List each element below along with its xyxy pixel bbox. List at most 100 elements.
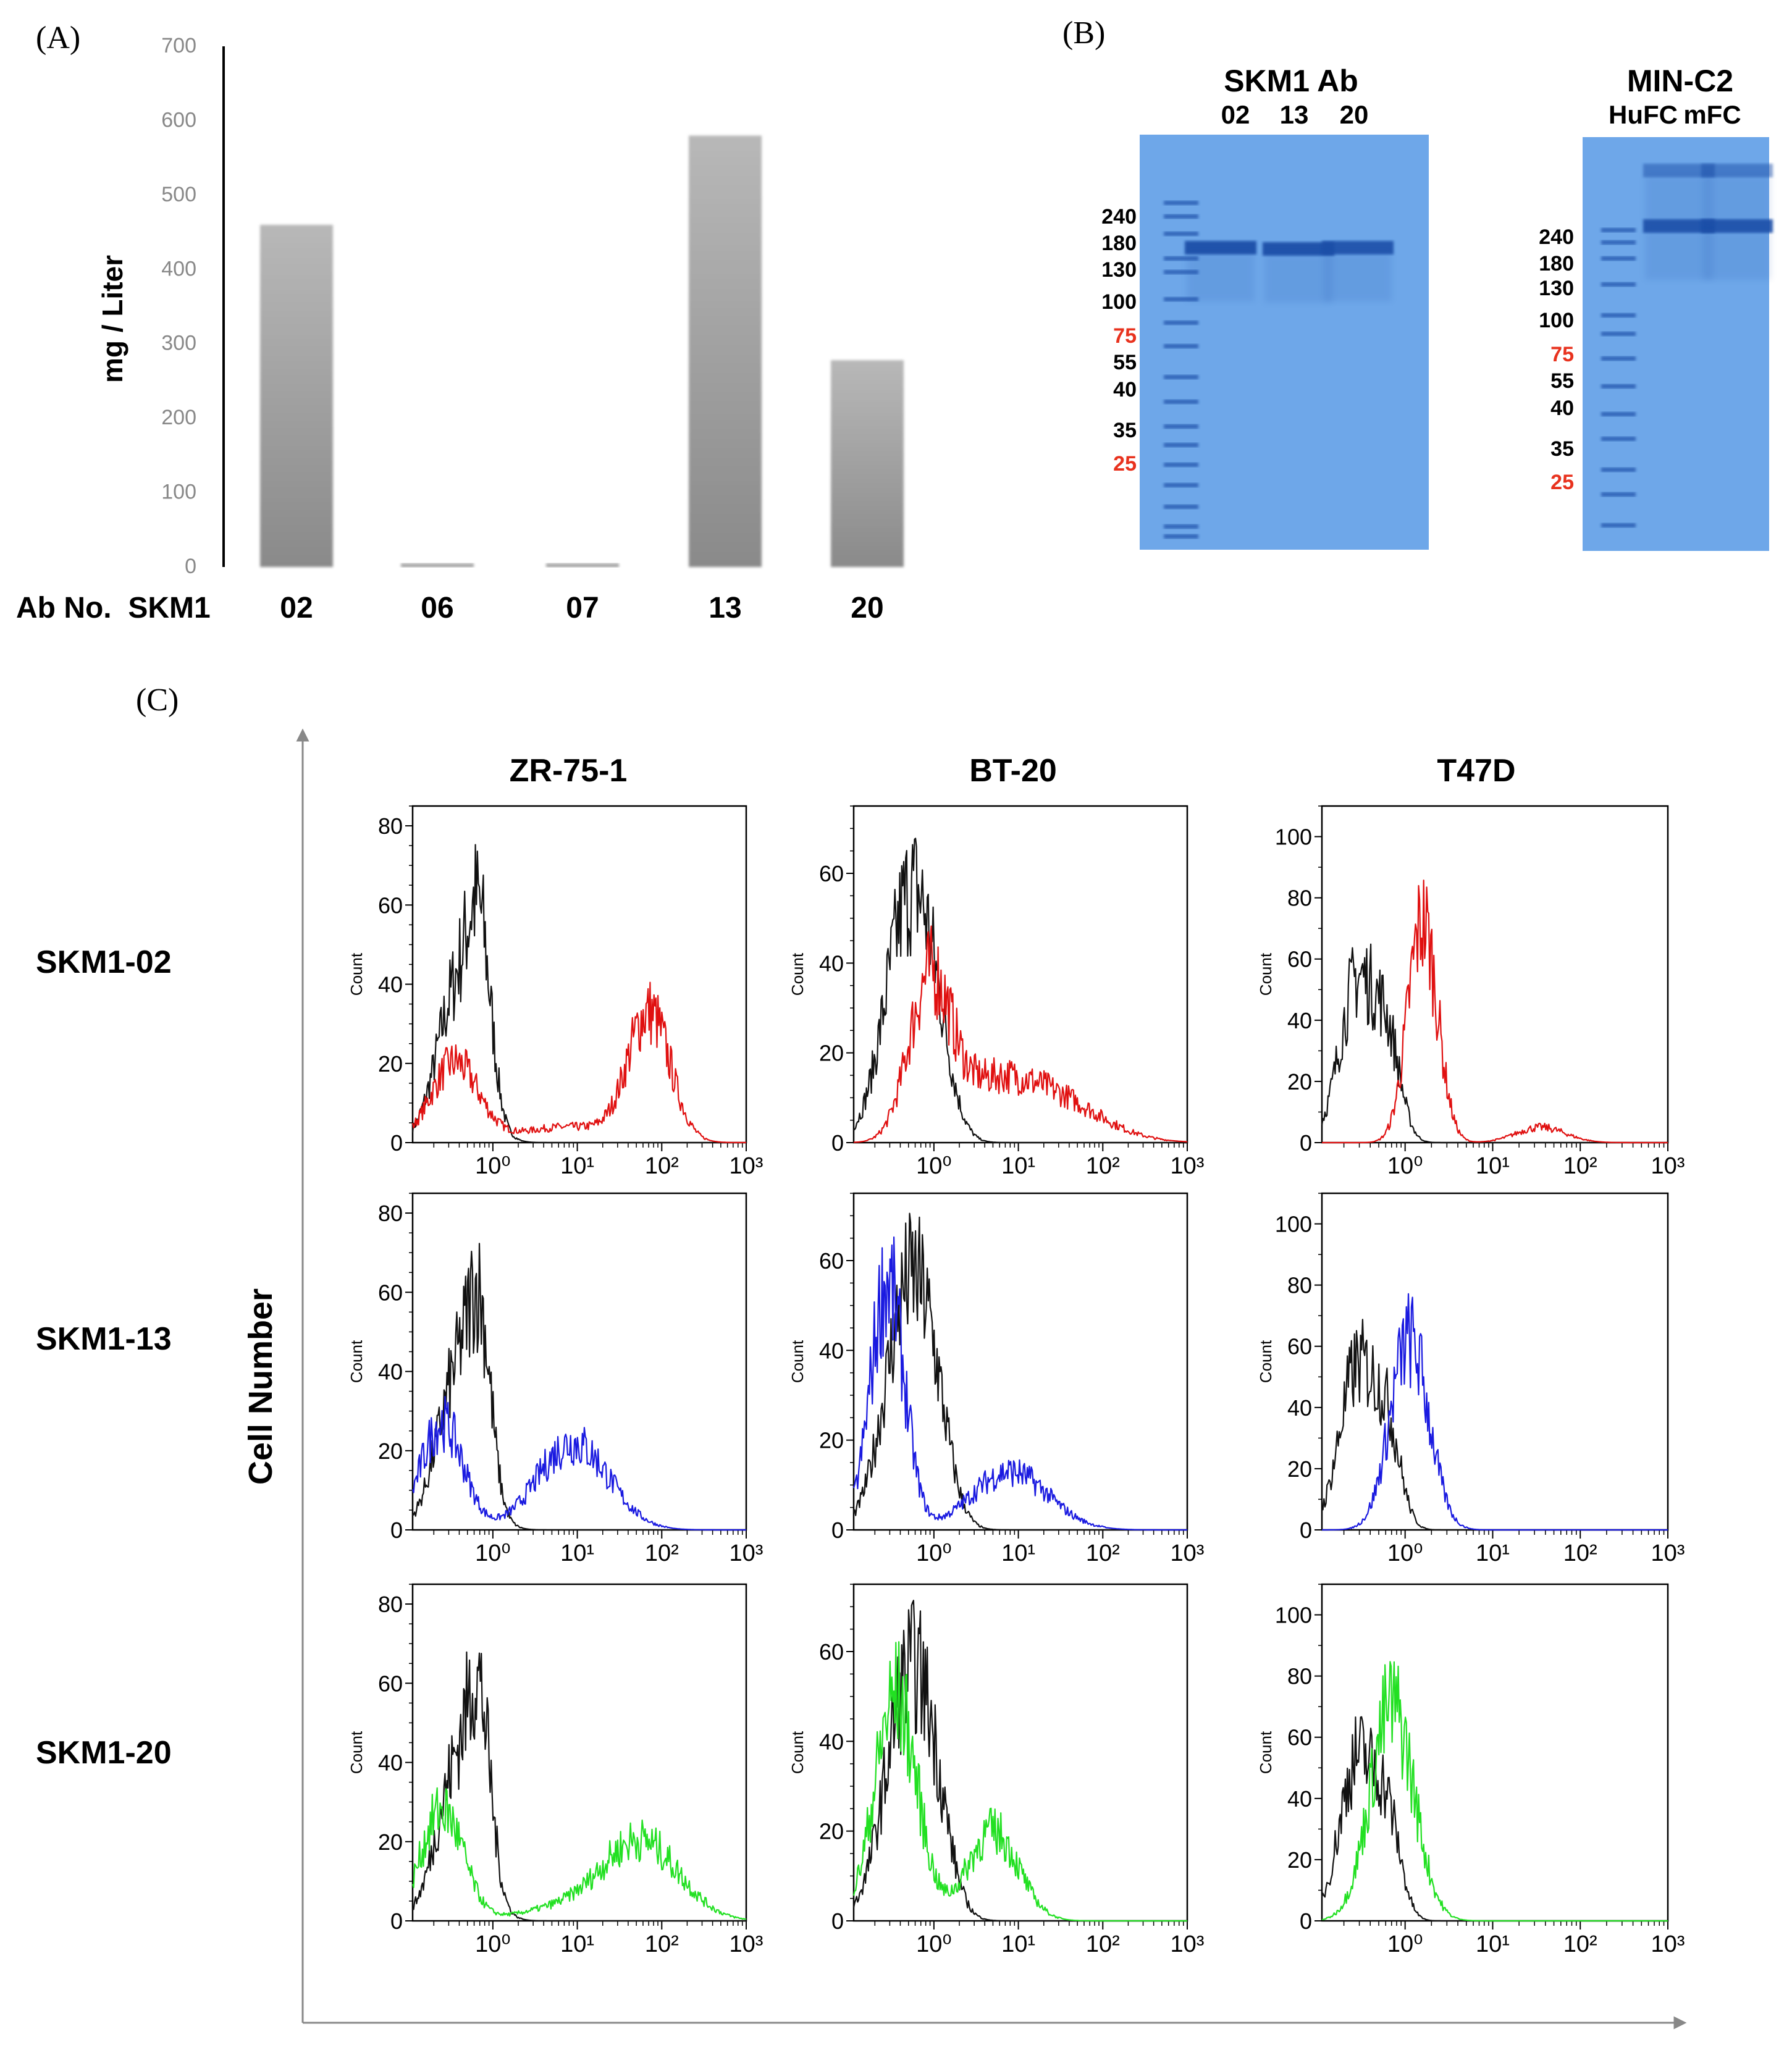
plot-frame <box>411 805 747 1144</box>
control-histogram <box>411 844 746 1144</box>
gel-title: SKM1 Ab <box>1224 64 1358 98</box>
sample-band <box>1185 241 1256 254</box>
marker-label: 130 <box>1101 258 1137 282</box>
y-tick-label: 700 <box>161 34 196 57</box>
marker-label: 240 <box>1101 205 1137 229</box>
y-tick-label: 80 <box>1287 1273 1312 1298</box>
bar-chart: 0 100 200 300 400 500 600 700 mg / Liter Ab No. S… <box>16 34 904 624</box>
lane-label: mFC <box>1683 100 1741 129</box>
sample-smear <box>1703 175 1771 224</box>
x-tick-label: 10² <box>1563 1931 1597 1957</box>
x-tick-label: 10² <box>1086 1931 1120 1957</box>
marker-label: 35 <box>1550 437 1574 461</box>
plot-frame <box>411 1192 747 1531</box>
y-tick-label: 60 <box>378 1280 403 1305</box>
x-tick-label: 10¹ <box>1476 1540 1510 1566</box>
lane-label: 13 <box>1280 100 1309 129</box>
count-label: Count <box>1256 1340 1275 1383</box>
ladder-band <box>1164 463 1198 467</box>
y-tick-label: 40 <box>819 951 844 976</box>
marker-label: 25 <box>1113 452 1137 476</box>
y-tick-label: 20 <box>378 1829 403 1855</box>
marker-label: 100 <box>1101 290 1137 314</box>
ladder-band <box>1164 524 1198 529</box>
x-tick-label: 10⁰ <box>916 1931 952 1957</box>
ladder-band <box>1601 282 1636 287</box>
count-label: Count <box>1256 1731 1275 1774</box>
y-tick-label: 20 <box>819 1428 844 1453</box>
antibody-histogram <box>411 981 746 1143</box>
x-tick-label: 10³ <box>730 1931 763 1957</box>
panel-a-label: (A) <box>36 20 80 56</box>
bar-02 <box>260 225 333 567</box>
y-tick-label: 0 <box>185 555 196 578</box>
y-tick-label: 20 <box>1287 1847 1312 1873</box>
ladder-band <box>1601 412 1636 416</box>
histogram-skm1-20-zr-75-1: 0 20 40 60 80 Count 10⁰ 10¹ 10² 10³ <box>347 1583 763 1957</box>
x-tick-label: 10² <box>1563 1540 1597 1566</box>
ladder-band <box>1164 201 1198 205</box>
x-tick-label: 10⁰ <box>1387 1153 1423 1179</box>
ladder-band <box>1164 534 1198 539</box>
y-tick-label: 100 <box>1275 1212 1312 1237</box>
y-tick-label: 0 <box>390 1909 403 1934</box>
x-tick-label: 20 <box>851 592 883 624</box>
sample-smear <box>1324 252 1392 301</box>
count-label: Count <box>788 1340 807 1383</box>
row-label: SKM1-20 <box>36 1735 172 1771</box>
x-tick-label: 10² <box>645 1540 679 1566</box>
marker-label: 180 <box>1101 232 1137 255</box>
y-tick-label: 60 <box>378 1671 403 1696</box>
x-tick-label: 10⁰ <box>1387 1931 1423 1957</box>
y-tick-label: 60 <box>1287 1334 1312 1359</box>
y-tick-label: 80 <box>378 1592 403 1617</box>
marker-label: 55 <box>1550 369 1574 393</box>
histogram-skm1-13-t47d: 0 20 40 60 80 100 Count 10⁰ 10¹ 10² 10³ <box>1256 1192 1685 1566</box>
antibody-histogram <box>1322 880 1668 1144</box>
marker-label: 130 <box>1539 277 1574 300</box>
sample-band <box>1701 164 1773 177</box>
sample-smear <box>1703 230 1771 280</box>
ladder-band <box>1601 332 1636 336</box>
x-tick-label: 10³ <box>1171 1153 1205 1179</box>
x-tick-label: 10¹ <box>560 1540 594 1566</box>
histogram-skm1-02-t47d: 0 20 40 60 80 100 Count 10⁰ 10¹ 10² 10³ <box>1256 805 1685 1179</box>
x-tick-label: 06 <box>421 592 453 624</box>
y-tick-label: 0 <box>390 1130 403 1156</box>
ladder-band <box>1601 228 1636 232</box>
bar-20 <box>831 360 904 567</box>
marker-label: 40 <box>1113 378 1137 401</box>
count-label: Count <box>347 1340 366 1383</box>
lane-label: 20 <box>1340 100 1369 129</box>
y-tick-label: 0 <box>831 1518 844 1543</box>
ladder-band <box>1601 523 1636 527</box>
y-tick-label: 40 <box>1287 1008 1312 1033</box>
y-tick-label: 400 <box>161 257 196 280</box>
x-tick-label: 10¹ <box>560 1931 594 1957</box>
antibody-histogram <box>852 1641 1187 1922</box>
x-tick-label: 10¹ <box>1001 1540 1035 1566</box>
y-tick-label: 20 <box>378 1438 403 1464</box>
lane-label: HuFC <box>1609 100 1678 129</box>
y-tick-label: 20 <box>819 1819 844 1844</box>
x-tick-label: 10³ <box>1651 1153 1685 1179</box>
marker-label: 40 <box>1550 397 1574 420</box>
ladder-band <box>1164 297 1198 301</box>
column-title: T47D <box>1437 753 1515 789</box>
bar-07 <box>546 563 619 567</box>
column-title: ZR-75-1 <box>510 753 628 789</box>
x-tick-label: 10⁰ <box>916 1540 952 1566</box>
antibody-histogram <box>1321 1661 1668 1922</box>
y-tick-label: 60 <box>819 861 844 886</box>
x-tick-label: 10¹ <box>1476 1931 1510 1957</box>
y-tick-label: 0 <box>1300 1909 1312 1934</box>
count-label: Count <box>347 1731 366 1774</box>
x-tick-label: 10⁰ <box>475 1153 511 1179</box>
y-tick-label: 60 <box>1287 947 1312 972</box>
sample-band <box>1263 242 1334 256</box>
antibody-histogram <box>411 1396 746 1531</box>
y-tick-label: 40 <box>819 1338 844 1363</box>
sample-smear <box>1645 230 1713 280</box>
x-tick-label: 10¹ <box>1001 1153 1035 1179</box>
x-tick-label: 10³ <box>730 1153 763 1179</box>
